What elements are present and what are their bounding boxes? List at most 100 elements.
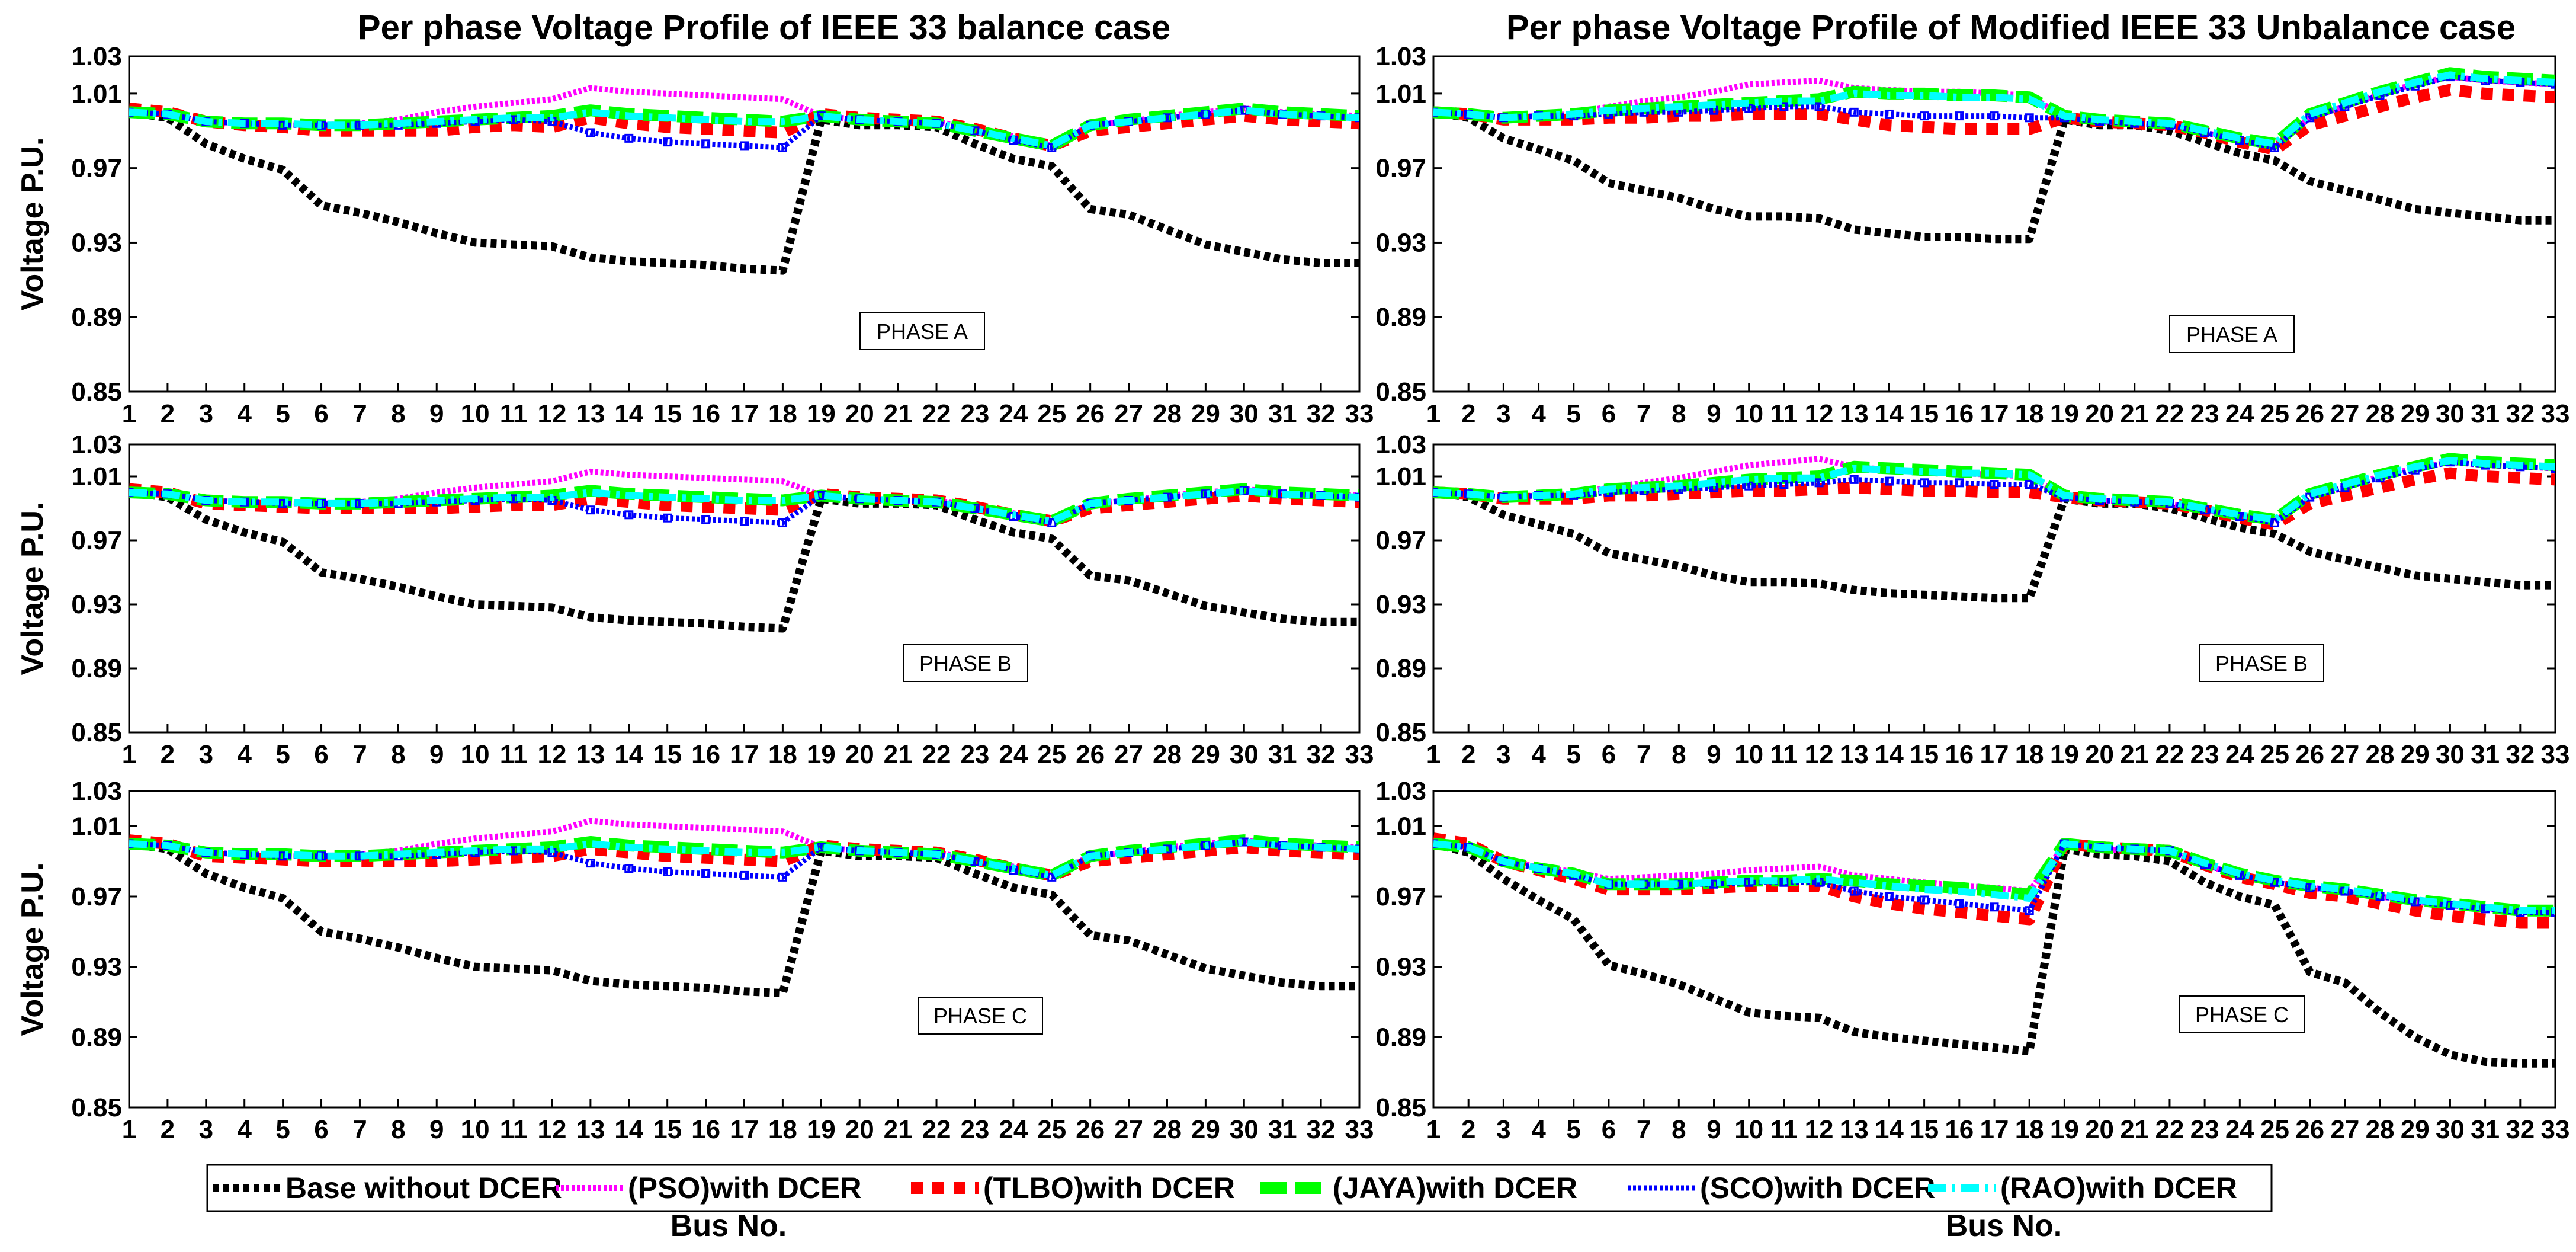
phase-label-box (2179, 995, 2305, 1033)
series-line-scowith-dcer (129, 107, 1359, 151)
x-tick-label: 30 (1230, 399, 1259, 428)
x-tick-label: 11 (500, 1115, 528, 1144)
x-tick-label: 32 (2506, 399, 2535, 428)
series-line-raowith-dcer (129, 107, 1359, 149)
x-tick-label: 18 (768, 399, 797, 428)
x-axis-label-left: Bus No. (671, 1209, 787, 1243)
x-tick-label: 24 (999, 399, 1028, 428)
x-tick-label: 23 (2190, 399, 2219, 428)
y-tick-label: 0.97 (71, 882, 122, 911)
y-tick-label: 1.01 (71, 462, 122, 491)
legend-entry-psowith-dcer: (PSO)with DCER (556, 1171, 861, 1205)
y-tick-label: 0.85 (71, 377, 122, 406)
series-line-base-without-dcer (129, 488, 1359, 633)
plot-area (128, 790, 1361, 1109)
data-point-sco (624, 864, 634, 873)
x-tick-label: 15 (1910, 740, 1939, 769)
y-tick-label: 1.01 (1375, 79, 1426, 108)
x-tick-label: 10 (1734, 399, 1763, 428)
y-tick-label: 0.93 (1375, 953, 1426, 982)
x-tick-label: 28 (1153, 740, 1182, 769)
x-tick-label: 32 (1307, 1115, 1336, 1144)
x-tick-label: 3 (1496, 740, 1510, 769)
series-line-raowith-dcer (1433, 457, 2555, 523)
x-tick-label: 22 (2155, 740, 2184, 769)
series-line-psowith-dcer (129, 468, 1359, 524)
data-point-sco (2025, 113, 2034, 123)
x-tick-label: 9 (1706, 399, 1721, 428)
x-tick-label: 17 (1980, 399, 2009, 428)
series-line-raowith-dcer (1433, 840, 2555, 914)
data-point-sco (1884, 109, 1894, 119)
x-tick-label: 27 (2330, 740, 2359, 769)
x-tick-label: 9 (1706, 740, 1721, 769)
phase-label-text: PHASE A (877, 319, 968, 344)
x-axis-label-right: Bus No. (1946, 1209, 2062, 1243)
y-tick-label: 0.85 (1375, 1093, 1426, 1122)
x-tick-label: 15 (653, 399, 682, 428)
data-point-sco (1849, 886, 1859, 896)
x-tick-label: 23 (2190, 1115, 2219, 1144)
phase-label-box (859, 312, 985, 350)
x-tick-label: 22 (922, 740, 951, 769)
x-tick-label: 27 (2330, 1115, 2359, 1144)
x-tick-label: 10 (461, 1115, 490, 1144)
x-tick-label: 14 (1875, 399, 1904, 428)
legend: Base without DCER (PSO)with DCER (TLBO)wit… (206, 1164, 2273, 1212)
phase-label: PHASE C (918, 997, 1043, 1035)
x-tick-label: 12 (1805, 399, 1834, 428)
x-tick-label: 28 (2366, 399, 2395, 428)
x-tick-label: 20 (2085, 399, 2114, 428)
x-tick-label: 5 (1567, 1115, 1581, 1144)
y-tick-label: 0.97 (1375, 882, 1426, 911)
x-tick-label: 31 (2471, 740, 2500, 769)
x-tick-label: 32 (2506, 1115, 2535, 1144)
x-tick-label: 26 (2295, 740, 2324, 769)
x-tick-label: 12 (537, 1115, 566, 1144)
x-tick-label: 31 (1268, 740, 1297, 769)
data-point-sco (701, 515, 711, 524)
x-tick-label: 5 (275, 740, 290, 769)
x-tick-label: 12 (537, 740, 566, 769)
x-tick-label: 11 (1770, 399, 1798, 428)
x-tick-label: 4 (1531, 1115, 1546, 1144)
data-point-sco (586, 128, 595, 137)
x-tick-label: 19 (807, 740, 836, 769)
plot-area (128, 55, 1361, 393)
x-tick-label: 5 (275, 1115, 290, 1144)
x-tick-label: 10 (461, 399, 490, 428)
x-tick-label: 8 (391, 740, 405, 769)
x-tick-label: 12 (1805, 740, 1834, 769)
x-tick-label: 24 (2225, 740, 2254, 769)
x-tick-label: 20 (2085, 740, 2114, 769)
x-tick-label: 18 (768, 740, 797, 769)
x-tick-label: 30 (2436, 1115, 2465, 1144)
data-point-sco (1990, 480, 1999, 489)
data-point-sco (778, 518, 787, 527)
x-tick-label: 13 (576, 1115, 605, 1144)
x-tick-label: 4 (237, 740, 252, 769)
x-tick-label: 23 (2190, 740, 2219, 769)
x-tick-label: 27 (1114, 1115, 1143, 1144)
x-tick-label: 21 (884, 1115, 913, 1144)
y-tick-label: 0.93 (71, 953, 122, 982)
phase-label-box (2199, 644, 2324, 682)
x-tick-label: 27 (2330, 399, 2359, 428)
x-tick-label: 1 (1426, 399, 1441, 428)
x-tick-label: 26 (1076, 1115, 1105, 1144)
y-tick-label: 1.01 (71, 812, 122, 841)
y-tick-label: 0.97 (71, 526, 122, 555)
x-tick-label: 8 (391, 399, 405, 428)
x-tick-label: 22 (2155, 1115, 2184, 1144)
data-point-sco (778, 143, 787, 152)
series-group (129, 818, 1359, 998)
data-point-sco (1955, 899, 1964, 908)
series-line-base-without-dcer (129, 108, 1359, 275)
x-tick-label: 33 (1345, 399, 1374, 428)
x-tick-label: 27 (1114, 399, 1143, 428)
x-tick-label: 32 (1307, 399, 1336, 428)
x-tick-label: 26 (2295, 1115, 2324, 1144)
x-tick-label: 25 (2260, 1115, 2289, 1144)
x-tick-label: 21 (2120, 1115, 2149, 1144)
x-tick-label: 6 (314, 740, 328, 769)
